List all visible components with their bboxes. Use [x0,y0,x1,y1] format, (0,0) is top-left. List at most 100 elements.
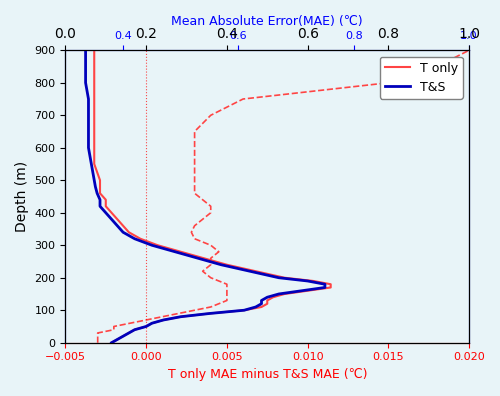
T&S [276,291,282,296]
diff [216,249,222,254]
T&S [97,204,103,209]
diff [224,298,230,303]
T only [103,197,109,202]
T only [264,298,270,303]
T&S [218,263,224,267]
T&S [114,223,120,228]
T&S [82,64,88,69]
diff [240,97,246,101]
diff [192,223,198,228]
diff [188,230,194,234]
T&S [258,301,264,306]
diff [224,288,230,293]
T&S [322,282,328,287]
Line: T only: T only [94,50,330,343]
diff [111,327,117,332]
T only [91,48,97,53]
T&S [304,279,310,284]
T only [328,285,334,290]
diff [224,291,230,296]
T only [304,288,310,293]
diff [200,217,205,222]
T&S [241,308,247,312]
diff [224,285,230,290]
diff [192,191,198,196]
T only [149,321,155,326]
T&S [252,305,258,309]
T&S [172,249,178,254]
T only [258,305,264,309]
T&S [149,243,155,248]
T only [282,291,288,296]
T&S [86,145,91,150]
diff [192,185,198,189]
T&S [132,327,138,332]
T&S [276,275,282,280]
T only [328,282,334,287]
T&S [108,217,114,222]
T&S [178,314,184,319]
T only [132,327,138,332]
T only [108,340,114,345]
T&S [132,236,138,241]
diff [192,178,198,183]
X-axis label: T only MAE minus T&S MAE (℃): T only MAE minus T&S MAE (℃) [168,368,367,381]
T only [241,308,247,312]
diff [127,321,133,326]
T&S [120,230,126,234]
T only [91,113,97,118]
diff [143,318,149,322]
diff [216,301,222,306]
Y-axis label: Depth (m): Depth (m) [15,161,29,232]
T only [91,129,97,134]
X-axis label: Mean Absolute Error(MAE) (℃): Mean Absolute Error(MAE) (℃) [172,15,363,28]
T only [126,230,132,234]
T only [310,279,316,284]
T&S [97,197,103,202]
Legend: T only, T&S: T only, T&S [380,57,463,99]
diff [192,308,198,312]
T&S [86,113,91,118]
T only [252,269,258,274]
diff [208,210,214,215]
diff [208,204,214,209]
diff [208,275,214,280]
T&S [149,321,155,326]
T&S [160,318,166,322]
diff [192,162,198,166]
T only [108,210,114,215]
diff [200,269,205,274]
T&S [322,285,328,290]
T&S [258,298,264,303]
diff [208,113,214,118]
diff [94,331,100,335]
diff [111,324,117,329]
T&S [114,337,120,342]
T only [143,324,149,329]
T&S [92,185,98,189]
T&S [82,80,88,85]
T&S [247,269,253,274]
T&S [195,256,201,261]
T only [91,97,97,101]
T only [178,249,184,254]
T&S [91,178,97,183]
diff [208,256,214,261]
Line: T&S: T&S [86,50,325,343]
diff [94,340,100,345]
T only [91,145,97,150]
diff [176,311,182,316]
diff [94,337,100,342]
T&S [103,210,109,215]
T only [114,217,120,222]
T&S [143,324,149,329]
diff [466,48,472,53]
T only [138,236,143,241]
diff [94,334,100,339]
T only [270,295,276,300]
diff [160,314,166,319]
T only [91,64,97,69]
diff [434,64,440,69]
T only [91,80,97,85]
diff [216,279,222,284]
